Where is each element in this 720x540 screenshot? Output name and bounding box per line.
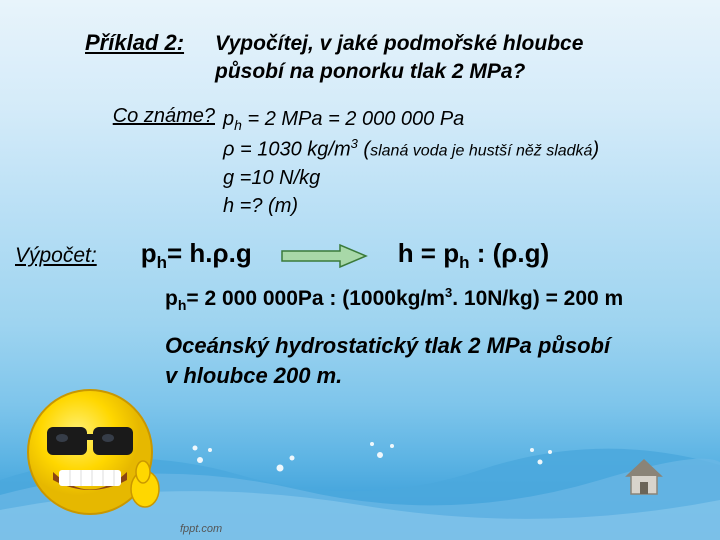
known-values: ph = 2 MPa = 2 000 000 Pa ρ = 1030 kg/m3… xyxy=(223,105,599,220)
known-label: Co známe? xyxy=(85,105,215,128)
calc-line: ph= 2 000 000Pa : (1000kg/m3. 10N/kg) = … xyxy=(165,285,670,313)
formula-2: h = ph : (ρ.g) xyxy=(398,238,549,273)
calc-label: Výpočet: xyxy=(15,244,97,268)
question-text: Vypočítej, v jaké podmořské hloubcepůsob… xyxy=(215,30,583,87)
example-title: Příklad 2: xyxy=(85,30,215,56)
watermark: fppt.com xyxy=(180,523,222,535)
arrow-icon xyxy=(280,242,370,270)
smiley-icon xyxy=(15,372,175,532)
formula-1: ph= h.ρ.g xyxy=(141,238,252,273)
answer-text: Oceánský hydrostatický tlak 2 MPa působí… xyxy=(165,331,625,390)
home-icon[interactable] xyxy=(623,456,665,498)
